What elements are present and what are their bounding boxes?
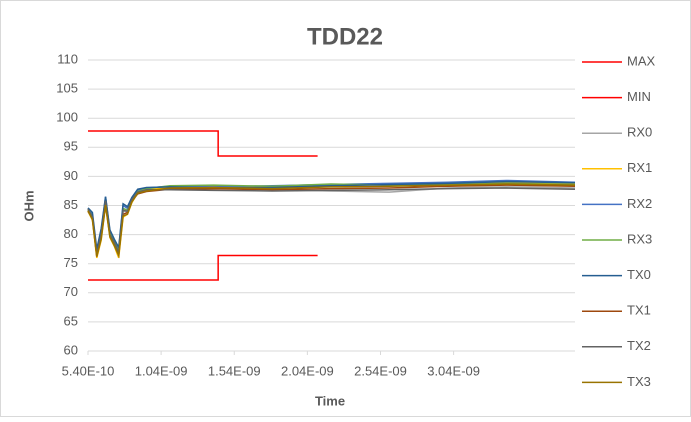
legend-label: TX0 bbox=[627, 267, 651, 282]
y-tick-label: 105 bbox=[56, 81, 78, 96]
y-axis-label: OHm bbox=[21, 190, 36, 221]
y-tick-label: 65 bbox=[64, 313, 78, 328]
x-tick-label: 3.04E-09 bbox=[427, 363, 480, 378]
series-line bbox=[88, 254, 318, 281]
x-tick-label: 2.54E-09 bbox=[354, 363, 407, 378]
x-tick-label: 5.40E-10 bbox=[62, 363, 115, 378]
chart-title: TDD22 bbox=[307, 23, 383, 50]
legend-label: MAX bbox=[627, 53, 656, 68]
legend-label: RX3 bbox=[627, 231, 652, 246]
x-axis-label: Time bbox=[315, 393, 345, 408]
y-tick-label: 60 bbox=[64, 342, 78, 357]
legend-label: TX1 bbox=[627, 303, 651, 318]
x-tick-label: 1.04E-09 bbox=[135, 363, 188, 378]
series-line bbox=[87, 183, 576, 259]
y-tick-label: 110 bbox=[57, 51, 78, 66]
legend-label: RX1 bbox=[627, 160, 652, 175]
y-tick-label: 80 bbox=[64, 226, 78, 241]
y-tick-label: 95 bbox=[64, 139, 78, 154]
x-tick-label: 2.04E-09 bbox=[281, 363, 334, 378]
y-tick-label: 75 bbox=[64, 255, 78, 270]
x-tick-label: 1.54E-09 bbox=[208, 363, 261, 378]
y-tick-label: 85 bbox=[64, 197, 78, 212]
legend-label: TX3 bbox=[627, 374, 651, 389]
y-tick-label: 70 bbox=[64, 284, 78, 299]
legend-label: RX2 bbox=[627, 196, 652, 211]
y-tick-label: 90 bbox=[64, 168, 78, 183]
series-line bbox=[88, 130, 318, 157]
y-tick-label: 100 bbox=[56, 110, 78, 125]
legend-label: RX0 bbox=[627, 125, 652, 140]
legend-label: MIN bbox=[627, 89, 651, 104]
legend-label: TX2 bbox=[627, 338, 651, 353]
